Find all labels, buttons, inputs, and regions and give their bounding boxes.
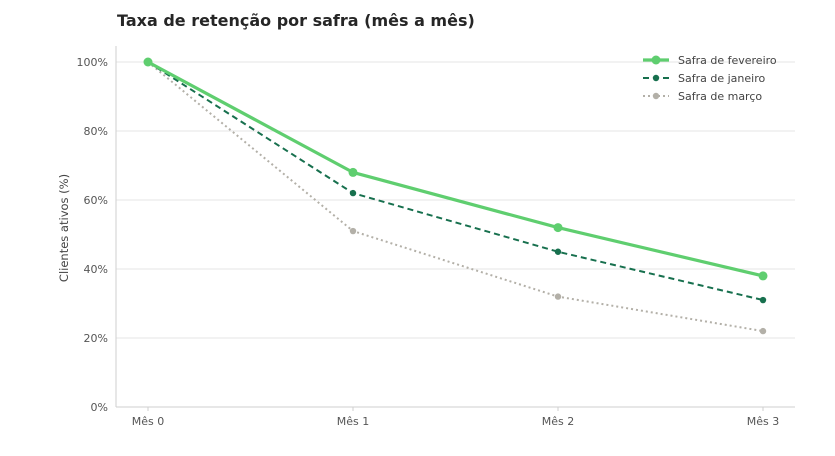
series-group (143, 57, 768, 335)
data-point (143, 57, 153, 67)
series-line (147, 61, 764, 302)
y-tick-label: 60% (84, 194, 108, 207)
legend-entry: Safra de março (643, 90, 762, 103)
legend-swatch-marker (651, 55, 661, 65)
series-line (147, 60, 764, 278)
series-line (147, 61, 764, 333)
legend-label: Safra de fevereiro (678, 54, 777, 67)
y-tick-label: 20% (84, 332, 108, 345)
y-tick-label: 40% (84, 263, 108, 276)
data-point (759, 296, 767, 304)
y-tick-label: 100% (77, 56, 108, 69)
x-tick-label: Mês 1 (337, 415, 369, 428)
legend-swatch-marker (652, 92, 660, 100)
data-point (554, 293, 562, 300)
x-tick-label: Mês 2 (542, 415, 574, 428)
data-point (348, 167, 358, 177)
legend-label: Safra de janeiro (678, 72, 765, 85)
series-0 (143, 57, 768, 281)
x-tick-label: Mês 3 (747, 415, 779, 428)
y-tick-label: 0% (91, 401, 108, 414)
y-tick-labels: 0% 20% 40% 60% 80% 100% (77, 56, 108, 414)
data-point (553, 223, 563, 233)
chart-title: Taxa de retenção por safra (mês a mês) (117, 11, 475, 30)
axes (115, 46, 795, 408)
legend-swatch-marker (652, 74, 660, 82)
legend-label: Safra de março (678, 90, 762, 103)
data-point (349, 189, 357, 197)
x-tick-label: Mês 0 (132, 415, 164, 428)
y-axis-label: Clientes ativos (%) (57, 174, 71, 282)
data-point (759, 327, 767, 335)
legend-entry: Safra de janeiro (643, 72, 765, 85)
data-point (554, 248, 562, 255)
x-tick-labels: Mês 0 Mês 1 Mês 2 Mês 3 (132, 407, 779, 428)
y-tick-label: 80% (84, 125, 108, 138)
data-point (758, 271, 768, 281)
series-2 (144, 58, 767, 335)
legend: Safra de fevereiro Safra de janeiro Safra … (643, 54, 777, 103)
legend-entry: Safra de fevereiro (643, 54, 777, 67)
series-1 (144, 58, 767, 304)
data-point (349, 227, 357, 235)
